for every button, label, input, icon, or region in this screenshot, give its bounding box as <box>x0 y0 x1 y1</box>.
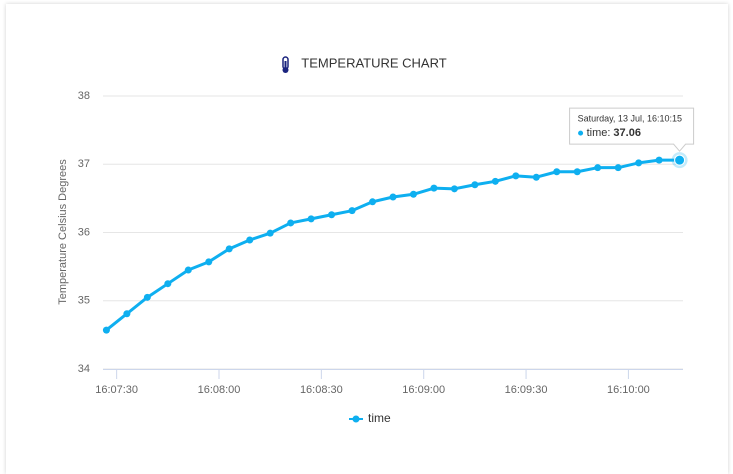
tooltip-body: time: 37.06 <box>587 127 641 139</box>
data-point <box>491 177 499 185</box>
legend-marker <box>352 415 360 423</box>
data-point <box>553 168 561 176</box>
data-point <box>409 190 417 198</box>
data-point <box>450 185 458 193</box>
data-point <box>614 164 622 172</box>
data-point <box>348 207 356 215</box>
data-point <box>512 172 520 180</box>
y-axis-title: Temperature Celsius Degrees <box>57 159 69 305</box>
data-point <box>532 173 540 181</box>
data-point <box>369 198 377 206</box>
y-tick-label: 34 <box>78 363 90 375</box>
tooltip: Saturday, 13 Jul, 16:10:15 time: 37.06 <box>569 107 695 152</box>
hover-point <box>674 154 686 166</box>
chart-title: TEMPERATURE CHART <box>301 55 446 70</box>
data-point <box>287 219 295 227</box>
data-point <box>430 184 438 192</box>
y-tick-label: 37 <box>78 158 90 170</box>
x-tick-label: 16:08:30 <box>300 384 343 396</box>
data-point <box>123 310 131 318</box>
data-point <box>143 293 151 301</box>
data-point <box>655 156 663 164</box>
y-tick-label: 35 <box>78 295 90 307</box>
chart-card <box>6 4 728 474</box>
data-point <box>266 229 274 237</box>
x-tick-label: 16:09:00 <box>402 384 445 396</box>
data-point <box>307 215 315 223</box>
legend-label[interactable]: time <box>368 411 391 425</box>
x-tick-label: 16:09:30 <box>505 384 548 396</box>
tooltip-label: time: <box>587 127 611 139</box>
series-line <box>105 158 680 332</box>
data-point <box>328 211 336 219</box>
data-point <box>184 266 192 274</box>
title-icon <box>282 56 289 73</box>
data-point <box>246 236 254 244</box>
data-point <box>102 326 110 334</box>
y-tick-label: 38 <box>78 90 90 102</box>
tooltip-header: Saturday, 13 Jul, 16:10:15 <box>578 114 682 124</box>
data-point <box>205 258 213 266</box>
data-point <box>389 193 397 201</box>
data-point <box>471 181 479 189</box>
tooltip-box <box>569 107 695 152</box>
x-tick-label: 16:08:00 <box>198 384 241 396</box>
data-point <box>594 164 602 172</box>
tooltip-marker <box>578 130 584 136</box>
data-point <box>635 159 643 167</box>
tooltip-value: 37.06 <box>613 127 641 139</box>
data-point <box>225 245 233 253</box>
data-point <box>573 168 581 176</box>
x-tick-label: 16:07:30 <box>95 384 138 396</box>
x-tick-label: 16:10:00 <box>607 384 650 396</box>
y-tick-label: 36 <box>78 226 90 238</box>
data-point <box>164 280 172 288</box>
